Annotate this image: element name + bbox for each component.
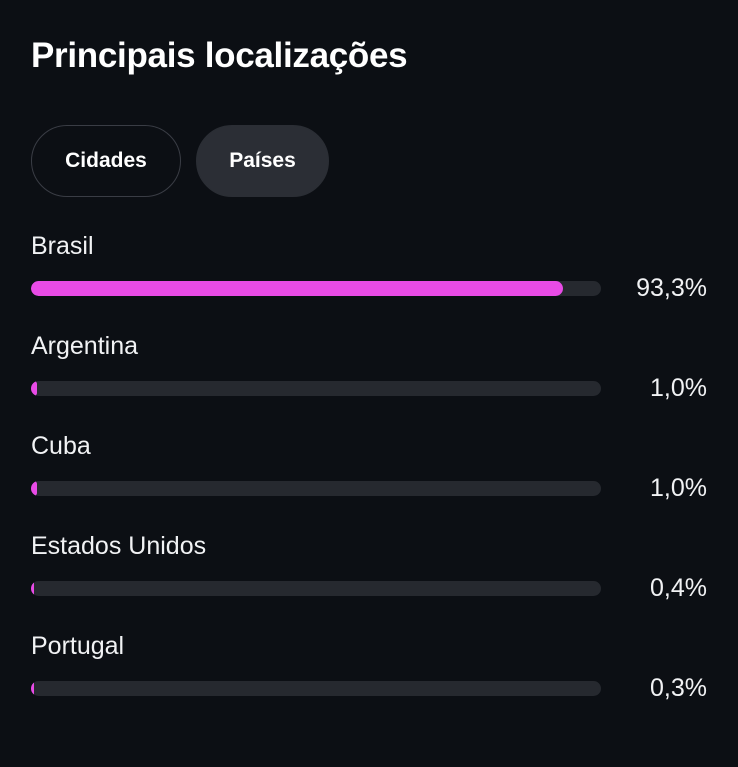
tab-cidades[interactable]: Cidades bbox=[31, 125, 181, 197]
location-name: Brasil bbox=[31, 232, 94, 260]
progress-fill bbox=[31, 681, 34, 696]
location-row: Argentina 1,0% bbox=[31, 330, 711, 430]
location-percent: 1,0% bbox=[650, 374, 707, 402]
progress-fill bbox=[31, 381, 37, 396]
location-name: Estados Unidos bbox=[31, 532, 207, 560]
progress-track bbox=[31, 481, 601, 496]
location-percent: 0,4% bbox=[650, 574, 707, 602]
progress-track bbox=[31, 681, 601, 696]
location-name: Cuba bbox=[31, 432, 91, 460]
progress-track bbox=[31, 581, 601, 596]
page-title: Principais localizações bbox=[31, 36, 408, 75]
location-percent: 1,0% bbox=[650, 474, 707, 502]
progress-fill bbox=[31, 581, 34, 596]
location-name: Argentina bbox=[31, 332, 139, 360]
location-percent: 93,3% bbox=[636, 274, 707, 302]
progress-track bbox=[31, 281, 601, 296]
location-row: Cuba 1,0% bbox=[31, 430, 711, 530]
location-type-tabs: Cidades Países bbox=[31, 125, 329, 197]
location-row: Brasil 93,3% bbox=[31, 230, 711, 330]
location-percent: 0,3% bbox=[650, 674, 707, 702]
locations-list: Brasil 93,3% Argentina 1,0% Cuba 1,0% Es… bbox=[31, 230, 711, 730]
location-row: Portugal 0,3% bbox=[31, 630, 711, 730]
location-row: Estados Unidos 0,4% bbox=[31, 530, 711, 630]
tab-paises[interactable]: Países bbox=[196, 125, 329, 197]
progress-fill bbox=[31, 281, 563, 296]
progress-fill bbox=[31, 481, 37, 496]
location-name: Portugal bbox=[31, 632, 125, 660]
progress-track bbox=[31, 381, 601, 396]
